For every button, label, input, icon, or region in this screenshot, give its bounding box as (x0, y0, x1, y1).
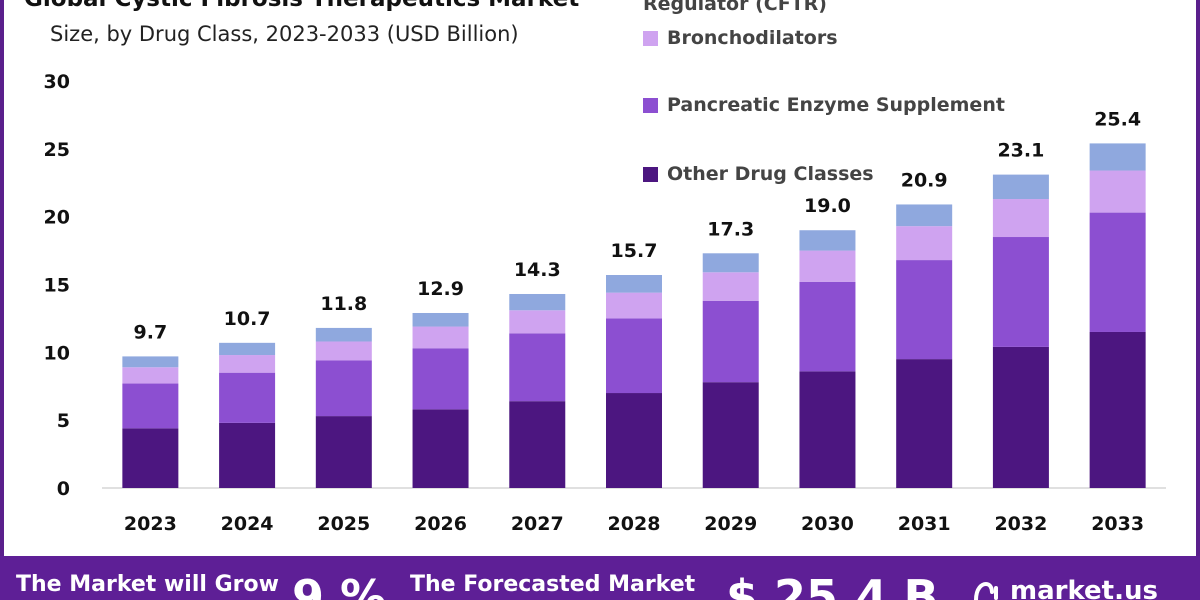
bar-total-label: 12.9 (417, 278, 464, 300)
bar-segment (799, 371, 856, 488)
legend-label-bronchodilators: Bronchodilators (667, 27, 838, 49)
bar-segment (992, 174, 1049, 200)
footer-banner: The Market will Grow 9 % The Forecasted … (0, 556, 1200, 600)
bar-total-label: 19.0 (804, 195, 851, 217)
bar-total-label: 10.7 (224, 308, 271, 330)
legend-label-cftr: Regulator (CFTR) (643, 0, 827, 15)
bar-segment (509, 401, 566, 488)
footer-cagr-value: 9 % (292, 570, 387, 600)
bar-segment (896, 260, 953, 360)
x-tick-label: 2027 (511, 513, 564, 535)
x-tick-label: 2028 (608, 513, 661, 535)
bar-segment (1089, 331, 1146, 488)
legend-swatch-pancreatic-enzyme (643, 97, 658, 113)
brand-name: market.us (1010, 576, 1158, 600)
bar-segment (412, 312, 469, 327)
legend-label-pancreatic-enzyme: Pancreatic Enzyme Supplement (667, 94, 1005, 116)
bar-segment (219, 342, 276, 356)
stacked-bar-chart: 0510152025309.7202310.7202411.8202512.92… (44, 71, 1166, 535)
bar-segment (122, 428, 179, 488)
brand-logo[interactable]: market.us (972, 576, 1158, 600)
bar-total-label: 17.3 (707, 218, 754, 240)
bar-segment (992, 199, 1049, 238)
x-tick-label: 2030 (801, 513, 854, 535)
legend-item-bronchodilators: Bronchodilators (643, 26, 838, 50)
bar-segment (702, 253, 759, 273)
bar-segment (122, 356, 179, 368)
bar-total-label: 9.7 (134, 321, 168, 343)
legend-item-other-drug-classes: Other Drug Classes (643, 162, 874, 186)
bar-segment (799, 281, 856, 372)
legend-swatch-bronchodilators (643, 30, 658, 46)
bar-segment (412, 348, 469, 410)
bar-segment (412, 326, 469, 349)
bar-total-label: 23.1 (997, 140, 1044, 162)
x-tick-label: 2029 (704, 513, 757, 535)
footer-forecast-value: $ 25.4 B (726, 570, 939, 600)
bar-segment (606, 393, 662, 488)
legend-item-cftr: Regulator (CFTR) (643, 0, 827, 16)
bar-segment (509, 310, 566, 334)
bar-segment (702, 300, 759, 383)
y-tick-label: 15 (44, 275, 70, 297)
bar-segment (219, 422, 276, 488)
bar-segment (799, 230, 856, 251)
chart-subtitle: Size, by Drug Class, 2023-2033 (USD Bill… (50, 22, 519, 46)
bar-segment (509, 293, 566, 311)
bar-total-label: 14.3 (514, 259, 561, 281)
bar-segment (702, 382, 759, 488)
x-tick-label: 2026 (414, 513, 467, 535)
x-tick-label: 2032 (994, 513, 1047, 535)
legend-label-other-drug-classes: Other Drug Classes (667, 163, 874, 185)
bar-segment (315, 327, 372, 342)
y-tick-label: 5 (57, 410, 70, 432)
bar-segment (315, 341, 372, 361)
legend-swatch-other-drug-classes (643, 166, 658, 182)
y-tick-label: 25 (44, 139, 70, 161)
bar-segment (896, 204, 953, 227)
bar-segment (509, 333, 566, 402)
x-tick-label: 2024 (221, 513, 274, 535)
bar-segment (219, 372, 276, 423)
bar-total-label: 20.9 (901, 169, 948, 191)
x-tick-label: 2025 (317, 513, 370, 535)
footer-forecast-text: The Forecasted Market (410, 572, 696, 597)
y-tick-label: 30 (44, 71, 70, 93)
left-border (0, 0, 4, 556)
bar-segment (992, 237, 1049, 347)
y-tick-label: 10 (44, 342, 70, 364)
bar-total-label: 11.8 (320, 293, 367, 315)
y-tick-label: 0 (57, 478, 70, 500)
bar-segment (606, 318, 662, 394)
bar-segment (896, 359, 953, 488)
footer-grow-text: The Market will Grow (16, 572, 279, 597)
bar-total-label: 25.4 (1094, 108, 1141, 130)
x-tick-label: 2023 (124, 513, 177, 535)
bar-segment (315, 360, 372, 417)
bar-segment (1089, 170, 1146, 213)
bar-segment (219, 355, 276, 373)
bar-segment (702, 272, 759, 301)
x-tick-label: 2031 (898, 513, 951, 535)
x-tick-label: 2033 (1091, 513, 1144, 535)
bar-segment (606, 292, 662, 319)
bar-segment (896, 226, 953, 261)
bar-segment (1089, 212, 1146, 332)
bar-segment (122, 383, 179, 429)
bar-segment (1089, 143, 1146, 171)
bar-segment (992, 346, 1049, 488)
bar-segment (315, 416, 372, 488)
bar-segment (122, 367, 179, 384)
bar-segment (799, 250, 856, 282)
market-us-logo-icon (974, 581, 998, 600)
right-border (1196, 0, 1200, 556)
chart-title: Global Cystic Fibrosis Therapeutics Mark… (24, 0, 579, 12)
bar-segment (606, 275, 662, 293)
bar-total-label: 15.7 (611, 240, 658, 262)
y-tick-label: 20 (44, 207, 70, 229)
legend-item-pancreatic-enzyme: Pancreatic Enzyme Supplement (643, 93, 1005, 117)
bar-segment (412, 409, 469, 488)
